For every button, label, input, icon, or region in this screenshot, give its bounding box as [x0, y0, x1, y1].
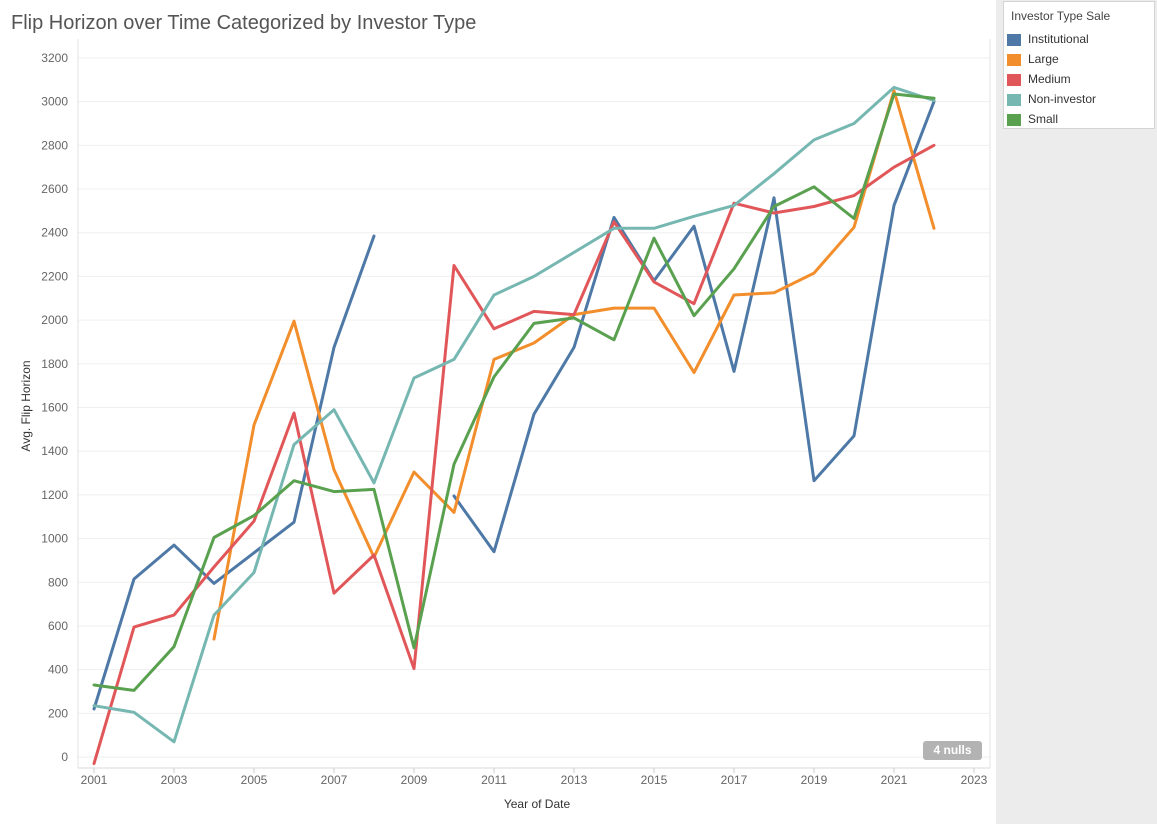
side-panel	[996, 0, 1157, 824]
chart-title: Flip Horizon over Time Categorized by In…	[11, 12, 477, 34]
legend-item[interactable]: Non-investor	[1007, 92, 1152, 108]
y-tick-label: 2600	[41, 182, 68, 196]
y-tick-label: 2000	[41, 313, 68, 327]
legend-label: Large	[1028, 52, 1059, 66]
x-tick-label: 2023	[961, 773, 988, 787]
series-line[interactable]	[92, 92, 936, 692]
x-tick-label: 2019	[801, 773, 828, 787]
legend-swatch	[1007, 54, 1021, 66]
x-tick-label: 2003	[161, 773, 188, 787]
series-large[interactable]	[212, 89, 936, 641]
x-tick-label: 2005	[241, 773, 268, 787]
y-tick-label: 0	[61, 750, 68, 764]
y-tick-label: 3200	[41, 51, 68, 65]
gridlines	[78, 57, 990, 758]
x-tick-label: 2009	[401, 773, 428, 787]
legend-item[interactable]: Large	[1007, 52, 1152, 68]
series-line[interactable]	[212, 89, 936, 641]
y-tick-label: 3000	[41, 95, 68, 109]
legend-swatch	[1007, 114, 1021, 126]
legend-item[interactable]: Small	[1007, 112, 1152, 128]
series-line[interactable]	[92, 143, 936, 766]
line-chart: 0 200 400 600 800 1000 1200 1400 1600 1800 2000 220…	[19, 39, 991, 811]
x-tick-label: 2007	[321, 773, 348, 787]
legend-swatch	[1007, 74, 1021, 86]
series-medium[interactable]	[92, 143, 936, 766]
x-tick-label: 2001	[81, 773, 108, 787]
legend-title: Investor Type Sale	[1011, 9, 1111, 23]
null-indicator-badge[interactable]: 4 nulls	[923, 741, 982, 760]
y-tick-label: 800	[48, 575, 68, 589]
series-line[interactable]	[92, 85, 936, 744]
y-tick-label: 400	[48, 663, 68, 677]
legend-swatch	[1007, 34, 1021, 46]
series-institutional[interactable]	[92, 100, 936, 711]
series-lines	[92, 85, 936, 766]
axes: 0 200 400 600 800 1000 1200 1400 1600 1800 2000 220…	[41, 39, 991, 787]
y-tick-label: 1600	[41, 401, 68, 415]
x-axis-label: Year of Date	[504, 797, 571, 811]
legend-item[interactable]: Medium	[1007, 72, 1152, 88]
series-small[interactable]	[92, 92, 936, 692]
y-tick-label: 600	[48, 619, 68, 633]
y-tick-label: 2800	[41, 138, 68, 152]
y-tick-label: 1800	[41, 357, 68, 371]
y-tick-label: 200	[48, 706, 68, 720]
legend-label: Non-investor	[1028, 92, 1097, 106]
legend-swatch	[1007, 94, 1021, 106]
legend-label: Small	[1028, 112, 1059, 126]
y-tick-label: 1200	[41, 488, 68, 502]
y-tick-label: 2400	[41, 226, 68, 240]
y-axis-label: Avg. Flip Horizon	[19, 360, 33, 451]
x-tick-label: 2017	[721, 773, 748, 787]
legend-label: Institutional	[1028, 32, 1089, 46]
series-non-investor[interactable]	[92, 85, 936, 744]
series-line[interactable]	[92, 100, 936, 711]
y-tick-label: 2200	[41, 269, 68, 283]
x-tick-label: 2011	[481, 773, 507, 787]
legend: Investor Type Sale Institutional Large Med…	[1003, 1, 1155, 129]
legend-label: Medium	[1028, 72, 1071, 86]
legend-item[interactable]: Institutional	[1007, 32, 1152, 48]
y-tick-label: 1400	[41, 444, 68, 458]
x-tick-label: 2021	[881, 773, 908, 787]
x-tick-label: 2015	[641, 773, 668, 787]
y-tick-label: 1000	[41, 532, 68, 546]
x-tick-label: 2013	[561, 773, 588, 787]
